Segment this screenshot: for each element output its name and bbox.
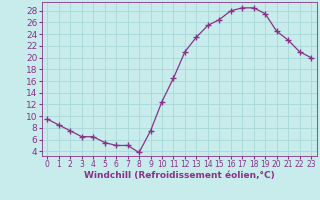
X-axis label: Windchill (Refroidissement éolien,°C): Windchill (Refroidissement éolien,°C) xyxy=(84,171,275,180)
